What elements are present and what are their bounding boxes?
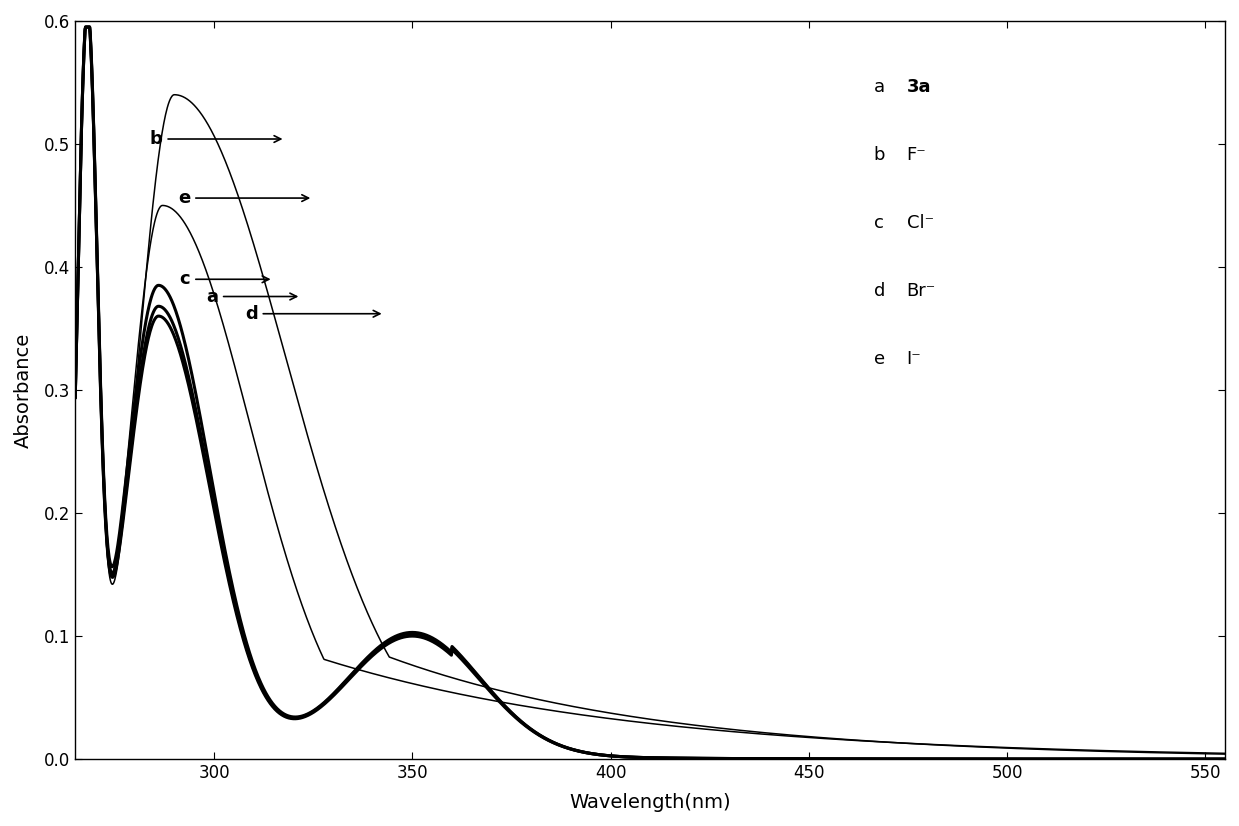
Text: I⁻: I⁻ [907, 350, 922, 368]
Text: a: a [206, 287, 296, 306]
Text: c: c [875, 214, 890, 232]
X-axis label: Wavelength(nm): Wavelength(nm) [570, 793, 731, 812]
Text: c: c [180, 270, 269, 288]
Text: b: b [875, 146, 892, 164]
Text: e: e [178, 189, 309, 207]
Text: d: d [245, 305, 380, 323]
Text: e: e [875, 350, 891, 368]
Text: 3a: 3a [907, 78, 930, 97]
Text: F⁻: F⁻ [907, 146, 927, 164]
Text: Br⁻: Br⁻ [907, 282, 935, 300]
Text: Cl⁻: Cl⁻ [907, 214, 934, 232]
Text: b: b [150, 130, 281, 148]
Y-axis label: Absorbance: Absorbance [14, 332, 33, 448]
Text: a: a [875, 78, 891, 97]
Text: d: d [875, 282, 892, 300]
